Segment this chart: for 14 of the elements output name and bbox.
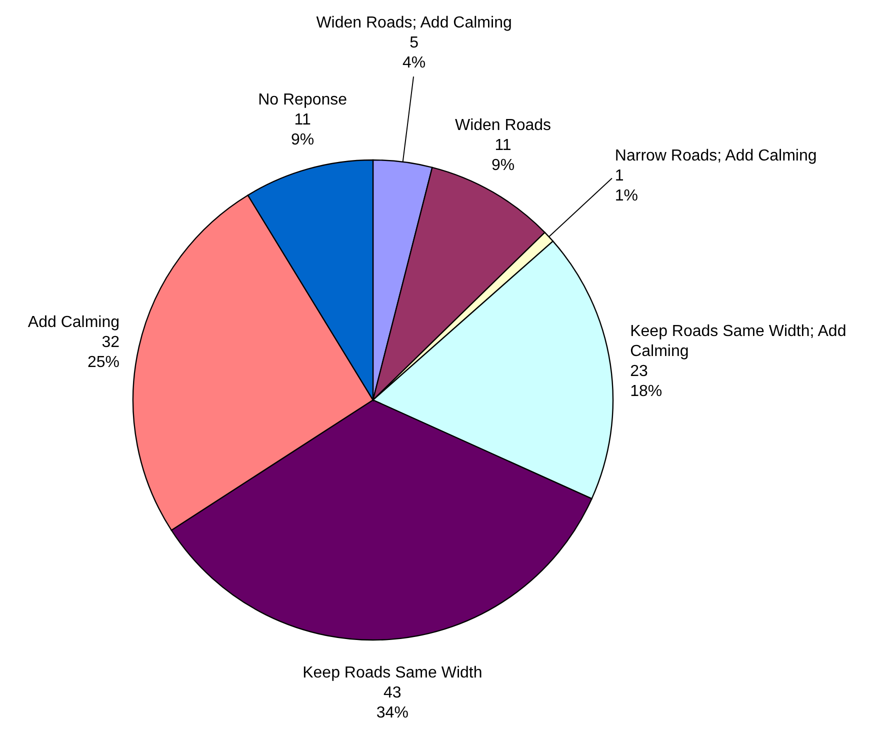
slice-label: No Reponse xyxy=(258,92,348,109)
data-label: 1 1% xyxy=(614,168,638,205)
slice-label: Keep Roads Same Width xyxy=(302,664,482,682)
data-label: 5 4% xyxy=(402,34,426,72)
data-label: 23 18% xyxy=(630,363,662,400)
slice-label: Narrow Roads; Add Calming xyxy=(614,148,817,165)
data-label: 32 25% xyxy=(87,334,120,372)
slice-label: Add Calming xyxy=(28,314,120,332)
data-label: 43 34% xyxy=(376,684,408,722)
slice-label: Keep Roads Same Width; Add Calming xyxy=(630,323,846,360)
data-label: 11 9% xyxy=(491,136,515,174)
data-label: 11 9% xyxy=(291,112,314,149)
slice-label: Widen Roads; Add Calming xyxy=(316,14,512,32)
slice-label: Widen Roads xyxy=(454,116,552,134)
